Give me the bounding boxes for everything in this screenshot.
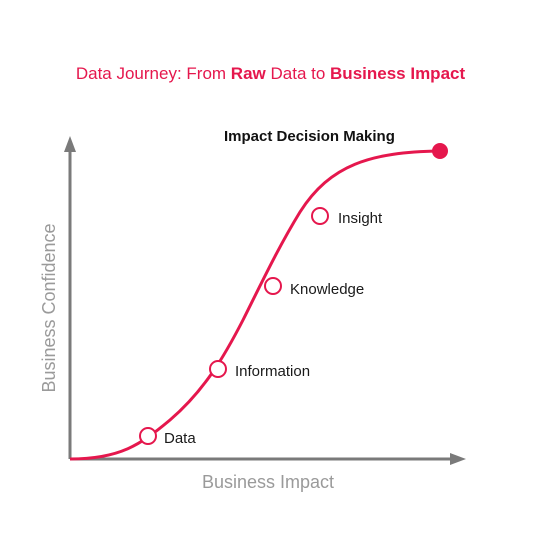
journey-curve <box>69 149 441 461</box>
milestone-marker-information <box>209 360 227 378</box>
title-bold-business-impact: Business Impact <box>330 64 466 83</box>
milestone-label-insight: Insight <box>338 210 383 227</box>
milestone-label-information: Information <box>235 363 310 380</box>
endpoint-marker <box>432 143 448 159</box>
title-bold-raw: Raw <box>230 64 266 83</box>
title-part-1: Data Journey: From <box>75 64 231 83</box>
milestone-marker-data <box>139 427 157 445</box>
y-axis-label: Business Confidence <box>39 223 59 392</box>
milestone-marker-insight <box>311 207 329 225</box>
milestone-label-knowledge: Knowledge <box>290 281 364 298</box>
y-axis-arrow <box>64 136 76 152</box>
milestone-marker-knowledge <box>264 277 282 295</box>
title-part-2: Data to <box>265 64 331 83</box>
x-axis-arrow <box>450 453 466 465</box>
milestone-label-data: Data <box>164 430 196 447</box>
endpoint-label: Impact Decision Making <box>224 128 395 145</box>
x-axis-label: Business Impact <box>202 472 334 492</box>
diagram-title: Data Journey: From Raw Data to Business … <box>0 64 541 84</box>
